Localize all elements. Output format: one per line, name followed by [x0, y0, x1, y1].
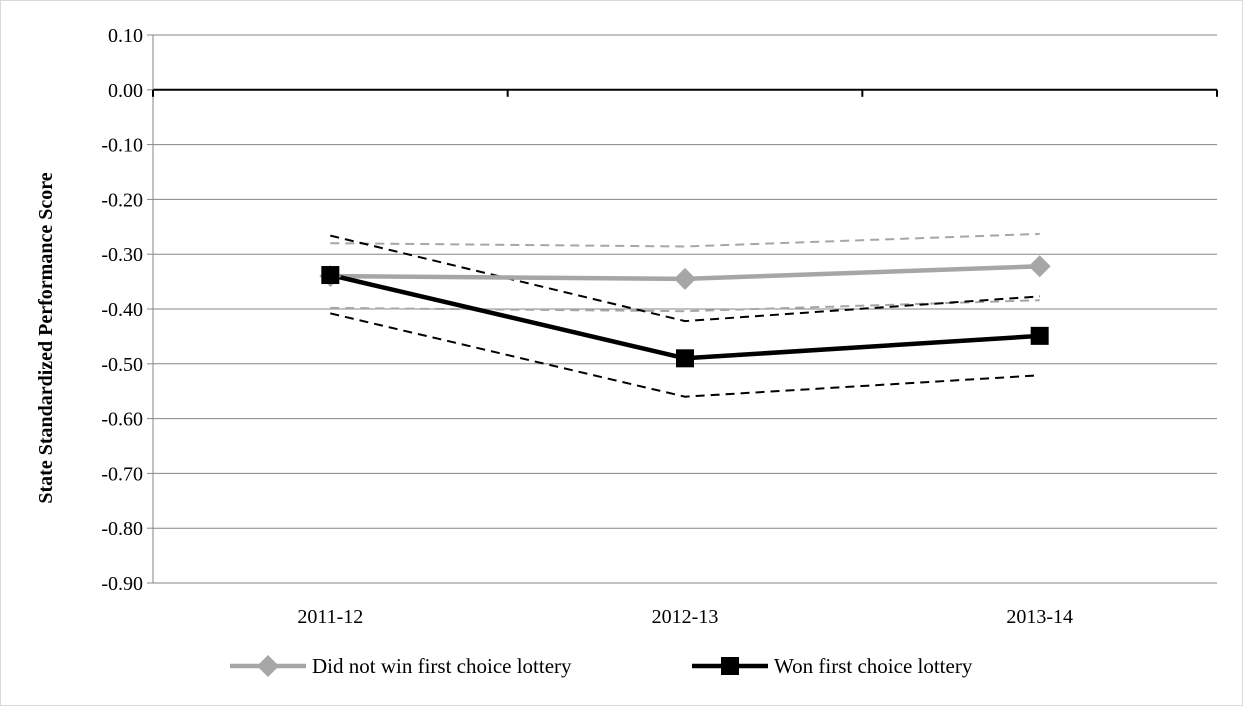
y-tick-label: -0.70	[101, 463, 143, 485]
won-legend-marker	[721, 657, 739, 675]
y-tick-label: 0.00	[108, 80, 143, 102]
won-data-point	[676, 349, 694, 367]
y-axis-label: State Standardized Performance Score	[35, 172, 57, 503]
y-tick-label: 0.10	[108, 25, 143, 47]
won-data-point	[321, 266, 339, 284]
y-tick-label: -0.60	[101, 409, 143, 431]
x-tick-label: 2012-13	[652, 606, 719, 628]
x-tick-label: 2013-14	[1006, 606, 1073, 628]
y-tick-label: -0.40	[101, 299, 143, 321]
y-tick-label: -0.80	[101, 518, 143, 540]
won-legend-label: Won first choice lottery	[774, 654, 973, 678]
y-tick-label: -0.10	[101, 135, 143, 157]
y-tick-label: -0.30	[101, 244, 143, 266]
y-tick-label: -0.50	[101, 354, 143, 376]
not-won-legend-label: Did not win first choice lottery	[312, 654, 572, 678]
won-data-point	[1031, 327, 1049, 345]
x-tick-label: 2011-12	[297, 606, 363, 628]
y-tick-label: -0.20	[101, 189, 143, 211]
y-tick-label: -0.90	[101, 573, 143, 595]
